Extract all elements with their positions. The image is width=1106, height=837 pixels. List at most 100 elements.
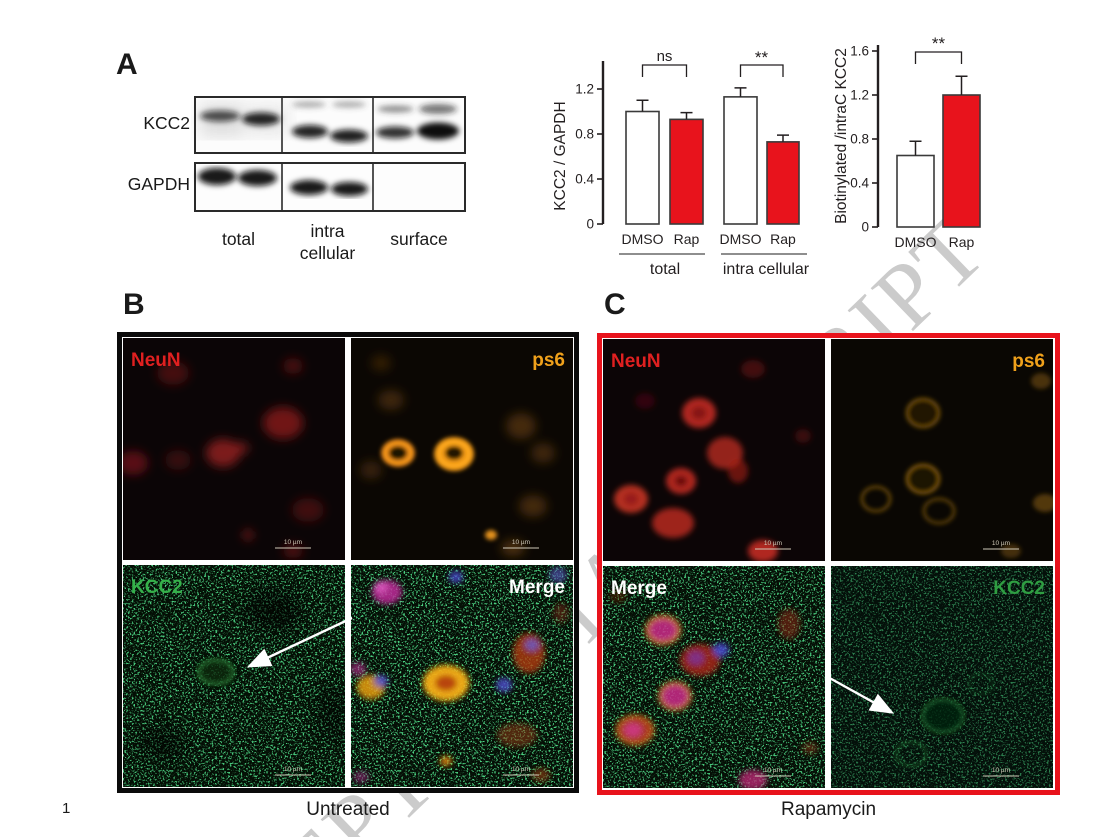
chart2-y-axis-label: Biotinylated /intraC KCC2 <box>833 48 850 224</box>
page-number: 1 <box>62 800 71 817</box>
bar-intra-dmso <box>723 96 758 225</box>
blot-col-total: total <box>222 229 255 249</box>
errorbar-intra-rap <box>777 134 789 142</box>
blot-bands-gapdh <box>198 168 368 196</box>
chart2-x-labels: DMSO Rap <box>895 234 975 250</box>
chart1-y-axis-label: KCC2 / GAPDH <box>552 101 569 210</box>
blot-col-intra: intra <box>310 221 344 241</box>
errorbar-biotin-rap <box>955 75 968 95</box>
scale-bar: 10 µm <box>755 540 791 550</box>
panel-b-caption: Untreated <box>306 799 390 820</box>
chart2-y-tick-labels: 0 0.4 0.8 1.2 1.6 <box>850 44 869 235</box>
chart1-xlabel-rap-1: Rap <box>674 231 700 247</box>
panel-a-label: A <box>116 48 138 81</box>
chart1-xlabel-dmso-2: DMSO <box>720 231 762 247</box>
blot-strip-gapdh <box>194 162 466 212</box>
errorbar-total-dmso <box>636 99 649 112</box>
scale-bar: 10 µm <box>503 766 539 776</box>
chart1-xlabel-dmso-1: DMSO <box>622 231 664 247</box>
svg-text:10 µm: 10 µm <box>284 766 302 773</box>
chart-kcc2-gapdh: KCC2 / GAPDH 0 0.4 0.8 1.2 <box>552 48 810 278</box>
cell-blobs <box>123 358 324 558</box>
marker-label-kcc2: KCC2 <box>993 578 1045 599</box>
chart1-ytick-3: 1.2 <box>575 82 594 97</box>
svg-text:10 µm: 10 µm <box>992 767 1010 774</box>
cell-blobs <box>609 589 818 788</box>
cell-blobs <box>351 567 569 783</box>
chart2-ytick-4: 1.6 <box>850 44 869 59</box>
micrograph-c-kcc2: KCC2 10 µm <box>831 566 1053 788</box>
blot-col-surface: surface <box>390 229 447 249</box>
panel-b-box: NeuN 10 µm <box>117 332 579 793</box>
micrograph-c-merge: Merge 10 µm <box>603 566 825 788</box>
svg-text:10 µm: 10 µm <box>764 767 782 774</box>
cell-blobs <box>360 355 555 556</box>
chart1-group-total: total <box>650 261 680 278</box>
chart1-ytick-0: 0 <box>586 217 594 232</box>
svg-text:10 µm: 10 µm <box>512 539 530 546</box>
micrograph-b-neun: NeuN 10 µm <box>123 338 345 560</box>
chart1-ytick-2: 0.8 <box>575 127 594 142</box>
chart1-sig-total: ns <box>657 48 673 65</box>
errorbar-total-rap <box>680 111 693 120</box>
blot-row-labels: KCC2 GAPDH <box>128 113 190 194</box>
bar-total-rap <box>669 118 704 225</box>
chart1-group-intra: intra cellular <box>723 261 810 278</box>
chart2-xlabel-dmso: DMSO <box>895 234 937 250</box>
svg-text:10 µm: 10 µm <box>512 766 530 773</box>
cell-blobs <box>614 360 811 561</box>
micrograph-b-kcc2: KCC2 10 µm <box>123 565 345 787</box>
marker-label-kcc2: KCC2 <box>131 577 183 598</box>
blot-column-labels: total intra cellular surface <box>222 221 448 263</box>
panel-c-caption: Rapamycin <box>780 799 877 820</box>
svg-text:10 µm: 10 µm <box>764 540 782 547</box>
cell-outline <box>197 658 235 686</box>
cell-outlines <box>860 373 1053 558</box>
svg-text:10 µm: 10 µm <box>284 539 302 546</box>
cell-outlines <box>894 672 995 768</box>
blot-col-cellular: cellular <box>300 243 356 263</box>
errorbar-intra-dmso <box>734 87 747 97</box>
micrograph-c-neun: NeuN 10 µm <box>603 339 825 561</box>
chart2-ytick-1: 0.4 <box>850 176 869 191</box>
chart2-sig: ** <box>932 34 946 53</box>
bar-biotin-rap <box>942 94 981 228</box>
chart1-xlabel-rap-2: Rap <box>770 231 796 247</box>
chart1-sig-intra: ** <box>755 48 769 67</box>
scale-bar: 10 µm <box>983 767 1019 777</box>
bar-intra-rap <box>766 141 800 225</box>
chart2-ytick-0: 0 <box>861 220 869 235</box>
chart1-sig-brackets <box>641 64 784 77</box>
scale-bar: 10 µm <box>983 540 1019 550</box>
chart1-y-tick-labels: 0 0.4 0.8 1.2 <box>575 82 594 232</box>
micrograph-c-ps6: ps6 10 µm <box>831 339 1053 561</box>
blot-bands-kcc2 <box>200 101 459 143</box>
western-blot: KCC2 GAPDH <box>128 96 466 263</box>
bar-total-dmso <box>625 110 660 225</box>
marker-label-neun: NeuN <box>611 351 661 372</box>
scale-bar: 10 µm <box>275 766 311 776</box>
chart2-y-axis <box>872 45 880 228</box>
chart2-sig-bracket <box>914 51 963 64</box>
svg-text:10 µm: 10 µm <box>992 540 1010 547</box>
panel-b-label: B <box>123 288 145 321</box>
marker-label-merge: Merge <box>611 578 667 599</box>
blot-row-label-kcc2: KCC2 <box>143 113 190 133</box>
marker-label-ps6: ps6 <box>1012 351 1045 372</box>
chart2-ytick-2: 0.8 <box>850 132 869 147</box>
chart1-group-labels: total intra cellular <box>650 261 810 278</box>
marker-label-ps6: ps6 <box>532 350 565 371</box>
chart1-ytick-1: 0.4 <box>575 172 594 187</box>
scale-bar: 10 µm <box>503 539 539 549</box>
chart-biotinylated: Biotinylated /intraC KCC2 0 0.4 0.8 1.2 … <box>833 34 981 250</box>
micrograph-b-merge: Merge 10 µm <box>351 565 573 787</box>
chart2-ytick-3: 1.2 <box>850 88 869 103</box>
panel-c-label: C <box>604 288 626 321</box>
micrograph-b-ps6: ps6 10 µm <box>351 338 573 560</box>
blot-row-label-gapdh: GAPDH <box>128 174 190 194</box>
bright-cells <box>381 437 497 540</box>
chart1-y-axis <box>597 61 605 225</box>
panel-c-box: NeuN 10 µm ps6 10 µm <box>597 333 1060 795</box>
scale-bar: 10 µm <box>755 767 791 777</box>
